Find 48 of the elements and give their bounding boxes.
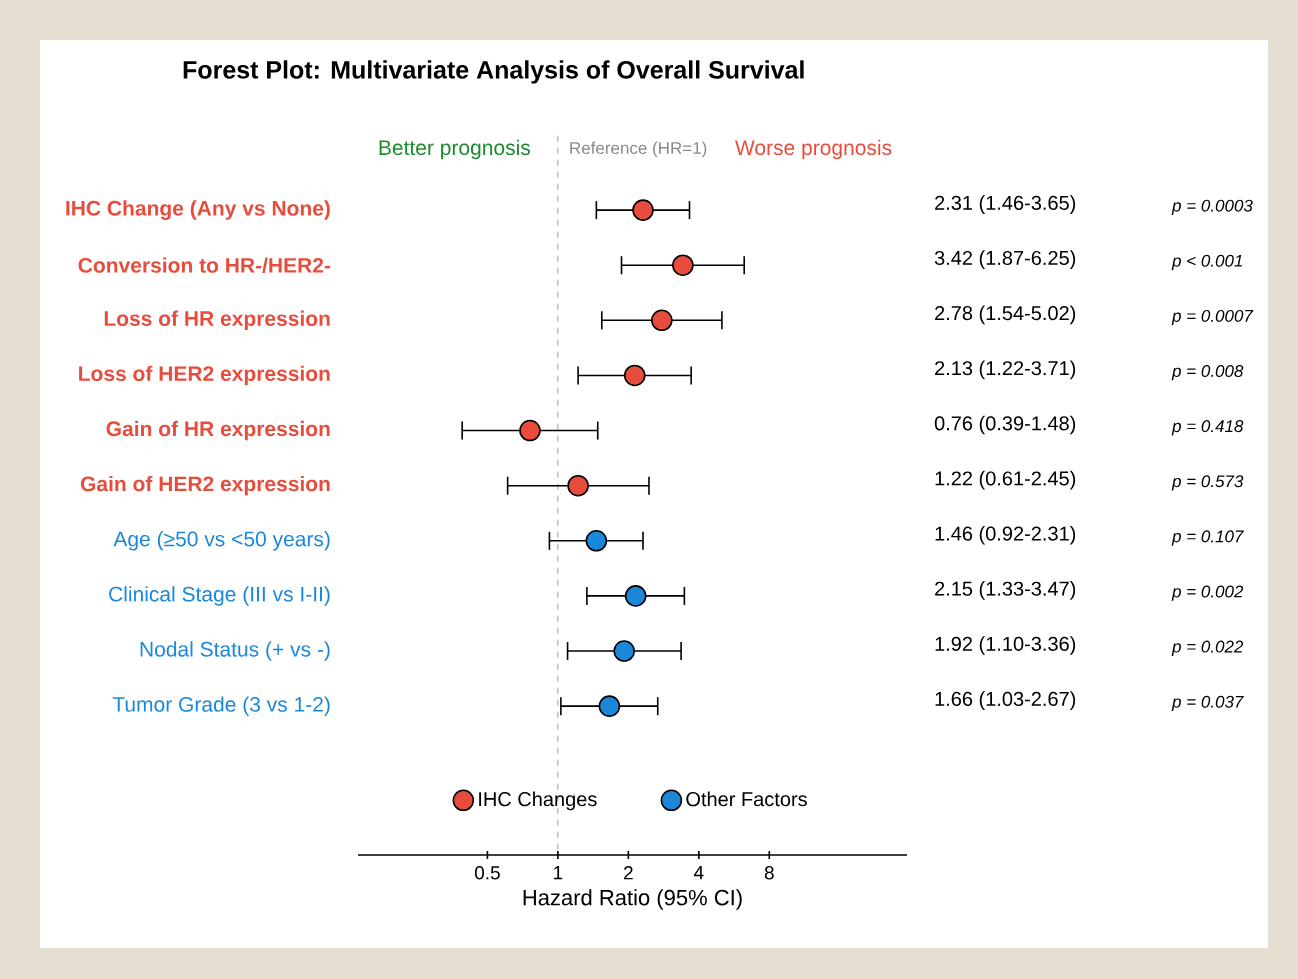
text: p = 0.107: [1171, 530, 1244, 546]
text: p < 0.001: [1171, 254, 1242, 271]
text: Better prognosis: [379, 139, 531, 160]
y-tick-label: Clinical Stage (III vs I-II): [109, 586, 330, 606]
y-tick-label: Conversion to HR-/HER2-: [78, 257, 331, 274]
point: [624, 585, 647, 607]
y-tick-label: Tumor Grade (3 vs 1-2): [112, 696, 330, 716]
text: 2.15 (1.33-3.47): [935, 581, 1076, 600]
y-tick-label: Loss of HER2 expression: [79, 365, 330, 386]
text: 3.42 (1.87-6.25): [934, 250, 1076, 269]
chart-title: Forest Plot: Multivariate Analysis of Overall Survival: [183, 60, 804, 84]
text: 2.31 (1.46-3.65): [935, 195, 1076, 214]
y-tick-label: Loss of HR expression: [104, 310, 330, 331]
point: [632, 199, 654, 221]
x-axis-title: Hazard Ratio (95% CI): [523, 889, 742, 910]
text: p = 0.418: [1171, 420, 1244, 436]
text: Worse prognosis: [735, 139, 892, 160]
text: p = 0.037: [1171, 695, 1244, 712]
x-tick-label: 0.5: [474, 866, 500, 880]
text: p = 0.573: [1171, 475, 1244, 491]
text: p = 0.008: [1171, 365, 1244, 381]
text: 1.46 (0.92-2.31): [935, 525, 1076, 545]
text: 1.66 (1.03-2.67): [935, 691, 1076, 710]
y-tick-label: Nodal Status (+ vs -): [140, 641, 330, 661]
text: p = 0.0007: [1171, 309, 1254, 326]
y-tick-label: Gain of HER2 expression: [80, 475, 330, 496]
x-tick-label: 8: [764, 866, 774, 880]
y-tick-label: Age (≥50 vs <50 years): [113, 531, 330, 551]
text: 2.78 (1.54-5.02): [935, 305, 1076, 325]
text: p = 0.0003: [1171, 199, 1253, 216]
text: 2.13 (1.22-3.71): [935, 360, 1076, 380]
text: p = 0.022: [1171, 640, 1244, 656]
point: [585, 530, 608, 552]
point: [598, 695, 621, 717]
y-tick-label: Gain of HR expression: [106, 420, 330, 441]
ref-line-label: Reference (HR=1): [570, 141, 707, 158]
y-tick-label: IHC Change (Any vs None): [66, 200, 330, 220]
text: 0.76 (0.39-1.48): [934, 415, 1076, 435]
text: 1.92 (1.10-3.36): [935, 636, 1076, 655]
text: p = 0.002: [1171, 585, 1244, 601]
legend-label: Other Factors: [686, 791, 807, 807]
x-tick-label: 2: [624, 866, 633, 880]
x-tick-label: 1: [554, 866, 563, 880]
legend-label: IHC Changes: [479, 791, 597, 811]
point: [623, 364, 646, 387]
point: [613, 640, 635, 662]
x-tick-label: 4: [693, 866, 704, 880]
text: 1.22 (0.61-2.45): [935, 470, 1076, 490]
